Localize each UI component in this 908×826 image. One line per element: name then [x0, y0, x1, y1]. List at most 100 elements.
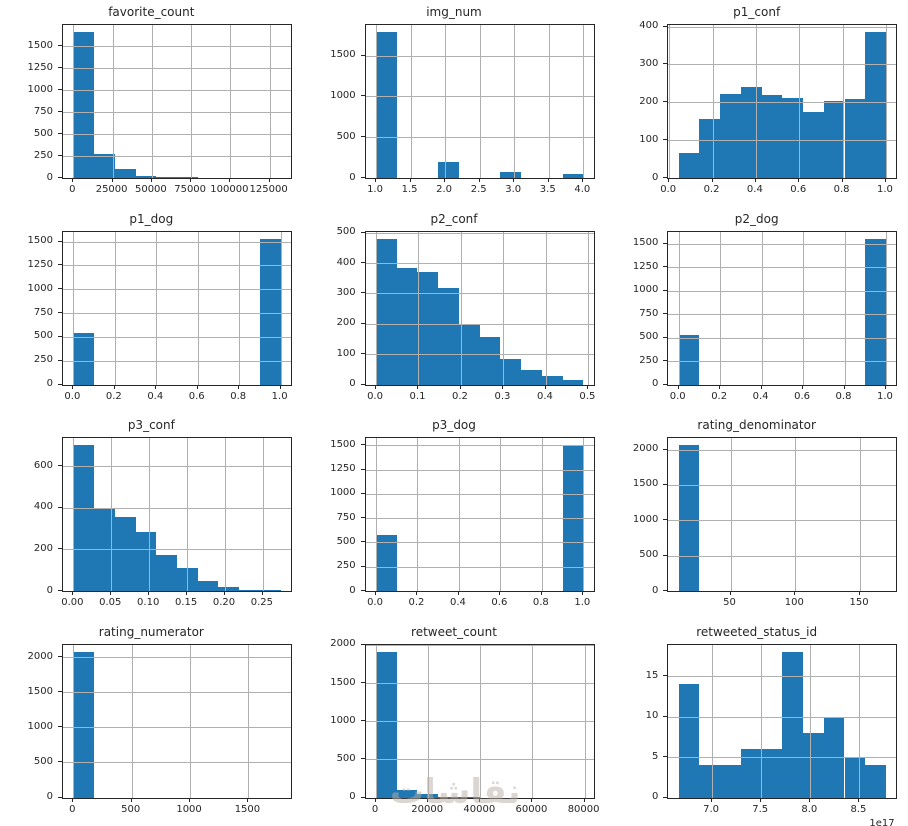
x-tick-mark: [547, 178, 549, 182]
histogram-bar: [135, 531, 157, 591]
y-tick-label: 600: [33, 459, 53, 471]
x-tick-mark: [416, 591, 418, 595]
x-tick-mark: [884, 178, 886, 182]
x-gridline: [720, 231, 722, 385]
x-tick-label: 500: [121, 803, 141, 815]
y-gridline: [63, 90, 291, 92]
x-gridline: [187, 438, 189, 591]
x-tick-mark: [375, 384, 377, 389]
x-gridline: [678, 231, 680, 385]
x-tick-label: 0.0: [367, 597, 383, 608]
x-gridline: [197, 231, 199, 385]
y-tick-mark: [360, 322, 365, 324]
x-tick-label: 1.0: [877, 184, 893, 195]
y-tick-mark: [58, 506, 62, 508]
subplot-retweet_count: retweet_count 0 20000 40000 60000 80000 0 500 10…: [303, 620, 606, 826]
x-tick-label: 1.0: [367, 184, 383, 195]
x-gridline: [730, 438, 732, 591]
y-gridline: [63, 466, 291, 468]
y-tick-label: 200: [336, 317, 356, 329]
x-gridline: [239, 231, 241, 385]
y-tick-mark: [663, 383, 668, 385]
x-gridline: [885, 25, 887, 178]
x-gridline: [460, 231, 462, 385]
y-tick-label: 1000: [27, 720, 53, 732]
x-tick-mark: [760, 384, 762, 389]
y-tick-label: 250: [33, 354, 53, 366]
y-tick-mark: [360, 590, 365, 591]
y-tick-mark: [58, 89, 62, 91]
subplot-title: p3_dog: [432, 418, 476, 432]
plot-area: [667, 230, 898, 386]
x-gridline: [190, 644, 192, 798]
x-tick-label: 40000: [463, 803, 496, 815]
x-tick-mark: [375, 797, 377, 802]
x-tick-label: 8.5: [850, 803, 867, 815]
x-tick-label: 75000: [174, 184, 207, 195]
subplot-title: rating_denominator: [697, 418, 816, 432]
x-gridline: [230, 25, 232, 178]
x-tick-mark: [186, 591, 188, 595]
x-gridline: [761, 644, 763, 798]
x-tick-label: 1000: [176, 803, 202, 815]
subplot-title: p2_dog: [734, 211, 779, 226]
x-gridline: [479, 25, 481, 178]
x-gridline: [503, 231, 505, 385]
y-tick-label: 0: [46, 791, 53, 802]
y-gridline: [668, 314, 897, 316]
y-tick-mark: [360, 177, 365, 178]
x-tick-label: 4.0: [574, 184, 591, 195]
x-gridline: [669, 25, 671, 178]
y-gridline: [365, 55, 594, 57]
histogram-bar: [865, 238, 886, 385]
x-tick-label: 1.0: [271, 390, 288, 402]
histogram-bar: [740, 748, 762, 798]
y-tick-mark: [360, 517, 365, 519]
histogram-bar: [73, 445, 95, 591]
x-tick-label: 20000: [411, 803, 444, 815]
x-tick-mark: [72, 797, 74, 802]
x-gridline: [755, 25, 757, 178]
y-gridline: [668, 676, 897, 678]
y-tick-label: 0: [349, 171, 356, 183]
x-tick-mark: [375, 591, 377, 595]
y-tick-label: 500: [336, 752, 356, 764]
histogram-bar: [823, 101, 845, 178]
histogram-bar: [177, 176, 198, 178]
x-gridline: [712, 25, 714, 178]
y-tick-label: 2000: [632, 443, 659, 455]
y-tick-mark: [663, 360, 668, 362]
y-tick-mark: [663, 242, 668, 244]
y-tick-label: 400: [336, 256, 356, 268]
y-tick-mark: [360, 565, 365, 567]
x-tick-mark: [677, 384, 679, 389]
x-tick-mark: [729, 591, 731, 595]
x-gridline: [810, 644, 812, 798]
y-tick-mark: [663, 177, 668, 178]
x-tick-label: 0.6: [790, 184, 807, 195]
x-gridline: [545, 231, 547, 385]
x-tick-label: 0.3: [494, 390, 511, 402]
y-tick-mark: [663, 313, 668, 315]
histogram-bar: [844, 98, 866, 178]
subplot-title: rating_numerator: [98, 624, 204, 639]
y-gridline: [668, 555, 897, 557]
histogram-bar: [844, 757, 866, 798]
y-tick-label: 15: [645, 669, 659, 681]
histogram-bar: [803, 732, 824, 798]
y-tick-label: 400: [33, 501, 53, 513]
x-gridline: [860, 438, 862, 591]
x-tick-mark: [130, 797, 132, 802]
y-gridline: [63, 156, 291, 158]
subplot-title: retweet_count: [411, 624, 497, 639]
histogram-bar: [259, 238, 281, 385]
y-tick-label: 10: [645, 710, 659, 722]
y-tick-mark: [360, 95, 365, 97]
y-tick-label: 0: [349, 584, 356, 596]
x-tick-mark: [583, 797, 585, 802]
y-tick-mark: [58, 288, 62, 290]
x-gridline: [588, 231, 590, 385]
x-tick-label: 2.5: [470, 184, 487, 195]
y-tick-mark: [360, 262, 365, 264]
plot-area: [667, 643, 898, 799]
